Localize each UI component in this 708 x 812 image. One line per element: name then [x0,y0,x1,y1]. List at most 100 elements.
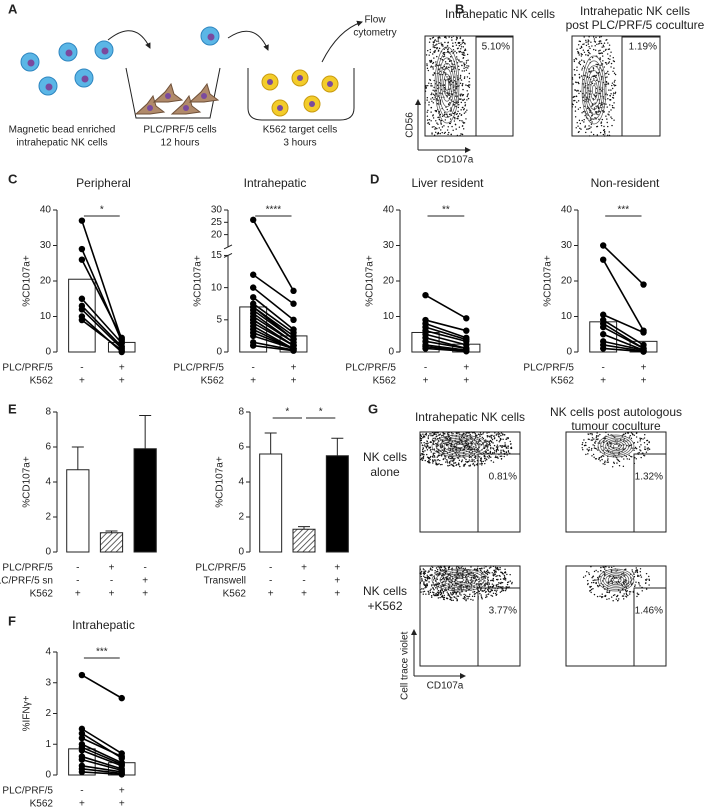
row-label: NK cells [363,584,407,598]
event-dot [613,107,614,108]
y-tick-label: 5 [216,314,222,325]
point [290,301,296,307]
y-tick-label: 4 [238,477,244,488]
pair-line [253,220,293,291]
event-dot [469,432,470,433]
event-dot [423,582,424,583]
event-dot [596,458,597,459]
event-dot [486,571,487,572]
event-dot [501,582,502,583]
event-dot [601,46,602,47]
event-dot [431,107,432,108]
event-dot [428,462,429,463]
event-dot [443,125,444,126]
condition-label: K562 [30,799,54,810]
event-dot [435,127,436,128]
event-dot [452,130,453,131]
event-dot [459,460,460,461]
event-dot [473,459,474,460]
event-dot [587,41,588,42]
event-dot [579,76,580,77]
event-dot [629,458,630,459]
pair-line [82,675,122,698]
event-dot [488,584,489,585]
event-dot [439,567,440,568]
event-dot [485,597,486,598]
event-dot [469,87,470,88]
event-dot [481,570,482,571]
event-dot [457,595,458,596]
event-dot [422,434,423,435]
event-dot [444,42,445,43]
event-dot [575,116,576,117]
event-dot [445,92,446,93]
event-dot [500,439,501,440]
event-dot [490,580,491,581]
panel-letter: F [8,613,16,628]
event-dot [600,567,601,568]
event-dot [596,80,597,81]
event-dot [460,78,461,79]
event-dot [443,599,444,600]
event-dot [503,445,504,446]
condition-mark: + [301,563,307,574]
event-dot [461,65,462,66]
gate [634,454,666,532]
event-dot [433,126,434,127]
event-dot [605,103,606,104]
event-dot [460,109,461,110]
event-dot [488,591,489,592]
event-dot [504,569,505,570]
condition-label: PLC/PRF/5 [2,786,53,797]
step-label: PLC/PRF/5 cells [143,125,216,136]
event-dot [639,585,640,586]
event-dot [476,464,477,465]
condition-mark: - [80,786,83,797]
event-dot [595,41,596,42]
event-dot [619,461,620,462]
event-dot [488,593,489,594]
nucleus [267,79,273,85]
event-dot [436,44,437,45]
event-dot [626,456,627,457]
event-dot [438,434,439,435]
event-dot [491,590,492,591]
event-dot [437,445,438,446]
event-dot [640,568,641,569]
event-dot [474,465,475,466]
event-dot [588,447,589,448]
event-dot [464,99,465,100]
event-dot [580,128,581,129]
event-dot [600,53,601,54]
event-dot [612,600,613,601]
event-dot [434,128,435,129]
event-dot [502,433,503,434]
event-dot [490,452,491,453]
event-dot [491,441,492,442]
event-dot [612,466,613,467]
event-dot [490,567,491,568]
event-dot [436,56,437,57]
event-dot [423,456,424,457]
point [463,348,469,354]
event-dot [460,51,461,52]
bar [326,456,348,552]
condition-label: K562 [551,376,575,387]
event-dot [610,89,611,90]
condition-mark: + [119,376,125,387]
plot-title: Intrahepatic NK cells [580,4,690,18]
event-dot [481,461,482,462]
event-dot [597,586,598,587]
event-dot [589,128,590,129]
event-dot [452,464,453,465]
event-dot [441,596,442,597]
event-dot [581,59,582,60]
event-dot [439,127,440,128]
event-dot [576,127,577,128]
event-dot [428,581,429,582]
event-dot [433,46,434,47]
event-dot [580,64,581,65]
event-dot [462,99,463,100]
y-tick-label: 2 [45,708,51,719]
